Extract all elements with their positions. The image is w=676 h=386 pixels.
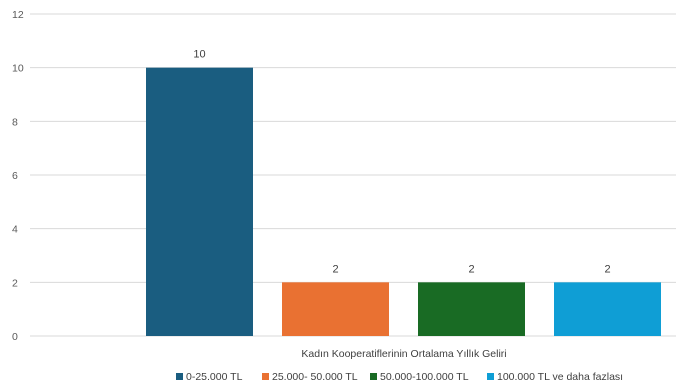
bars <box>146 67 661 337</box>
y-tick-label: 8 <box>12 116 18 128</box>
y-tick-label: 12 <box>12 9 24 21</box>
data-label: 2 <box>604 263 610 275</box>
gridlines <box>30 13 676 337</box>
x-axis-title: Kadın Kooperatiflerinin Ortalama Yıllık … <box>301 348 506 360</box>
legend-swatch <box>262 373 269 380</box>
legend: 0-25.000 TL 25.000- 50.000 TL 50.000-100.0… <box>176 371 623 383</box>
bar <box>418 282 525 336</box>
data-label: 2 <box>468 263 474 275</box>
bar <box>146 67 253 337</box>
bar <box>282 282 389 336</box>
y-tick-label: 6 <box>12 170 18 182</box>
data-labels: 10 2 2 2 <box>193 49 610 276</box>
legend-swatch <box>487 373 494 380</box>
bar <box>554 282 661 336</box>
data-label: 2 <box>332 263 338 275</box>
data-label: 10 <box>193 49 205 61</box>
y-tick-label: 10 <box>12 63 24 75</box>
legend-label: 25.000- 50.000 TL <box>272 371 358 383</box>
legend-label: 50.000-100.000 TL <box>380 371 469 383</box>
legend-swatch <box>176 373 183 380</box>
y-tick-label: 2 <box>12 277 18 289</box>
y-tick-label: 4 <box>12 224 18 236</box>
y-tick-label: 0 <box>12 331 18 343</box>
legend-label: 100.000 TL ve daha fazlası <box>497 371 623 383</box>
y-axis-tick-labels: 0 2 4 6 8 10 12 <box>12 9 24 343</box>
legend-label: 0-25.000 TL <box>186 371 243 383</box>
legend-swatch <box>370 373 377 380</box>
